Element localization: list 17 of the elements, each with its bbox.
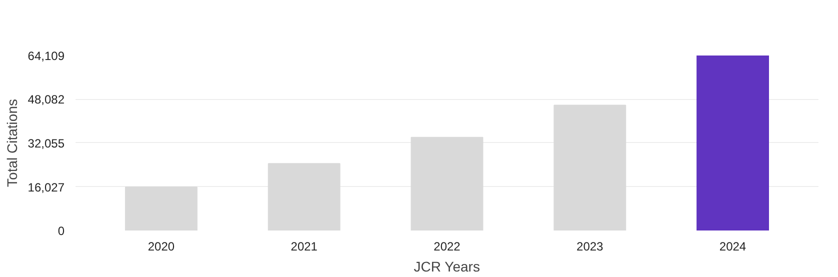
y-tick-label: 32,055 [28,136,65,150]
bar [268,163,340,230]
x-axis-title: JCR Years [414,258,480,274]
y-axis-title: Total Citations [4,99,20,187]
y-tick-label: 64,109 [28,49,65,63]
x-tick-label: 2021 [290,240,318,254]
bar [696,56,769,230]
y-tick-label: 16,027 [28,180,65,194]
x-tick-label: 2020 [148,240,175,254]
x-tick-label: 2024 [719,240,746,254]
y-tick-label: 48,082 [28,92,65,107]
bar [554,104,626,230]
bar [410,136,484,230]
bar [125,186,198,230]
x-tick-label: 2023 [576,240,604,254]
y-tick-label: 0 [58,224,65,238]
x-tick-label: 2022 [434,240,461,254]
